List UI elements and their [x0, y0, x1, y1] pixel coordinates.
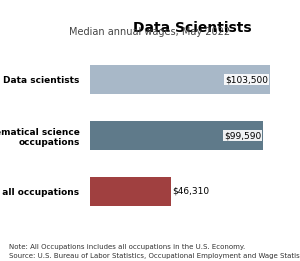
Text: $46,310: $46,310 — [173, 187, 210, 196]
Text: Note: All Occupations includes all occupations in the U.S. Economy.: Note: All Occupations includes all occup… — [9, 244, 245, 250]
Text: $103,500: $103,500 — [225, 75, 268, 84]
Bar — [90, 177, 171, 206]
Bar — [90, 65, 270, 94]
Text: Median annual wages, May 2022: Median annual wages, May 2022 — [69, 27, 231, 37]
Bar — [90, 121, 263, 150]
Text: $99,590: $99,590 — [224, 131, 261, 140]
Title: Data Scientists: Data Scientists — [134, 21, 252, 35]
Text: Source: U.S. Bureau of Labor Statistics, Occupational Employment and Wage Statis: Source: U.S. Bureau of Labor Statistics,… — [9, 253, 300, 259]
